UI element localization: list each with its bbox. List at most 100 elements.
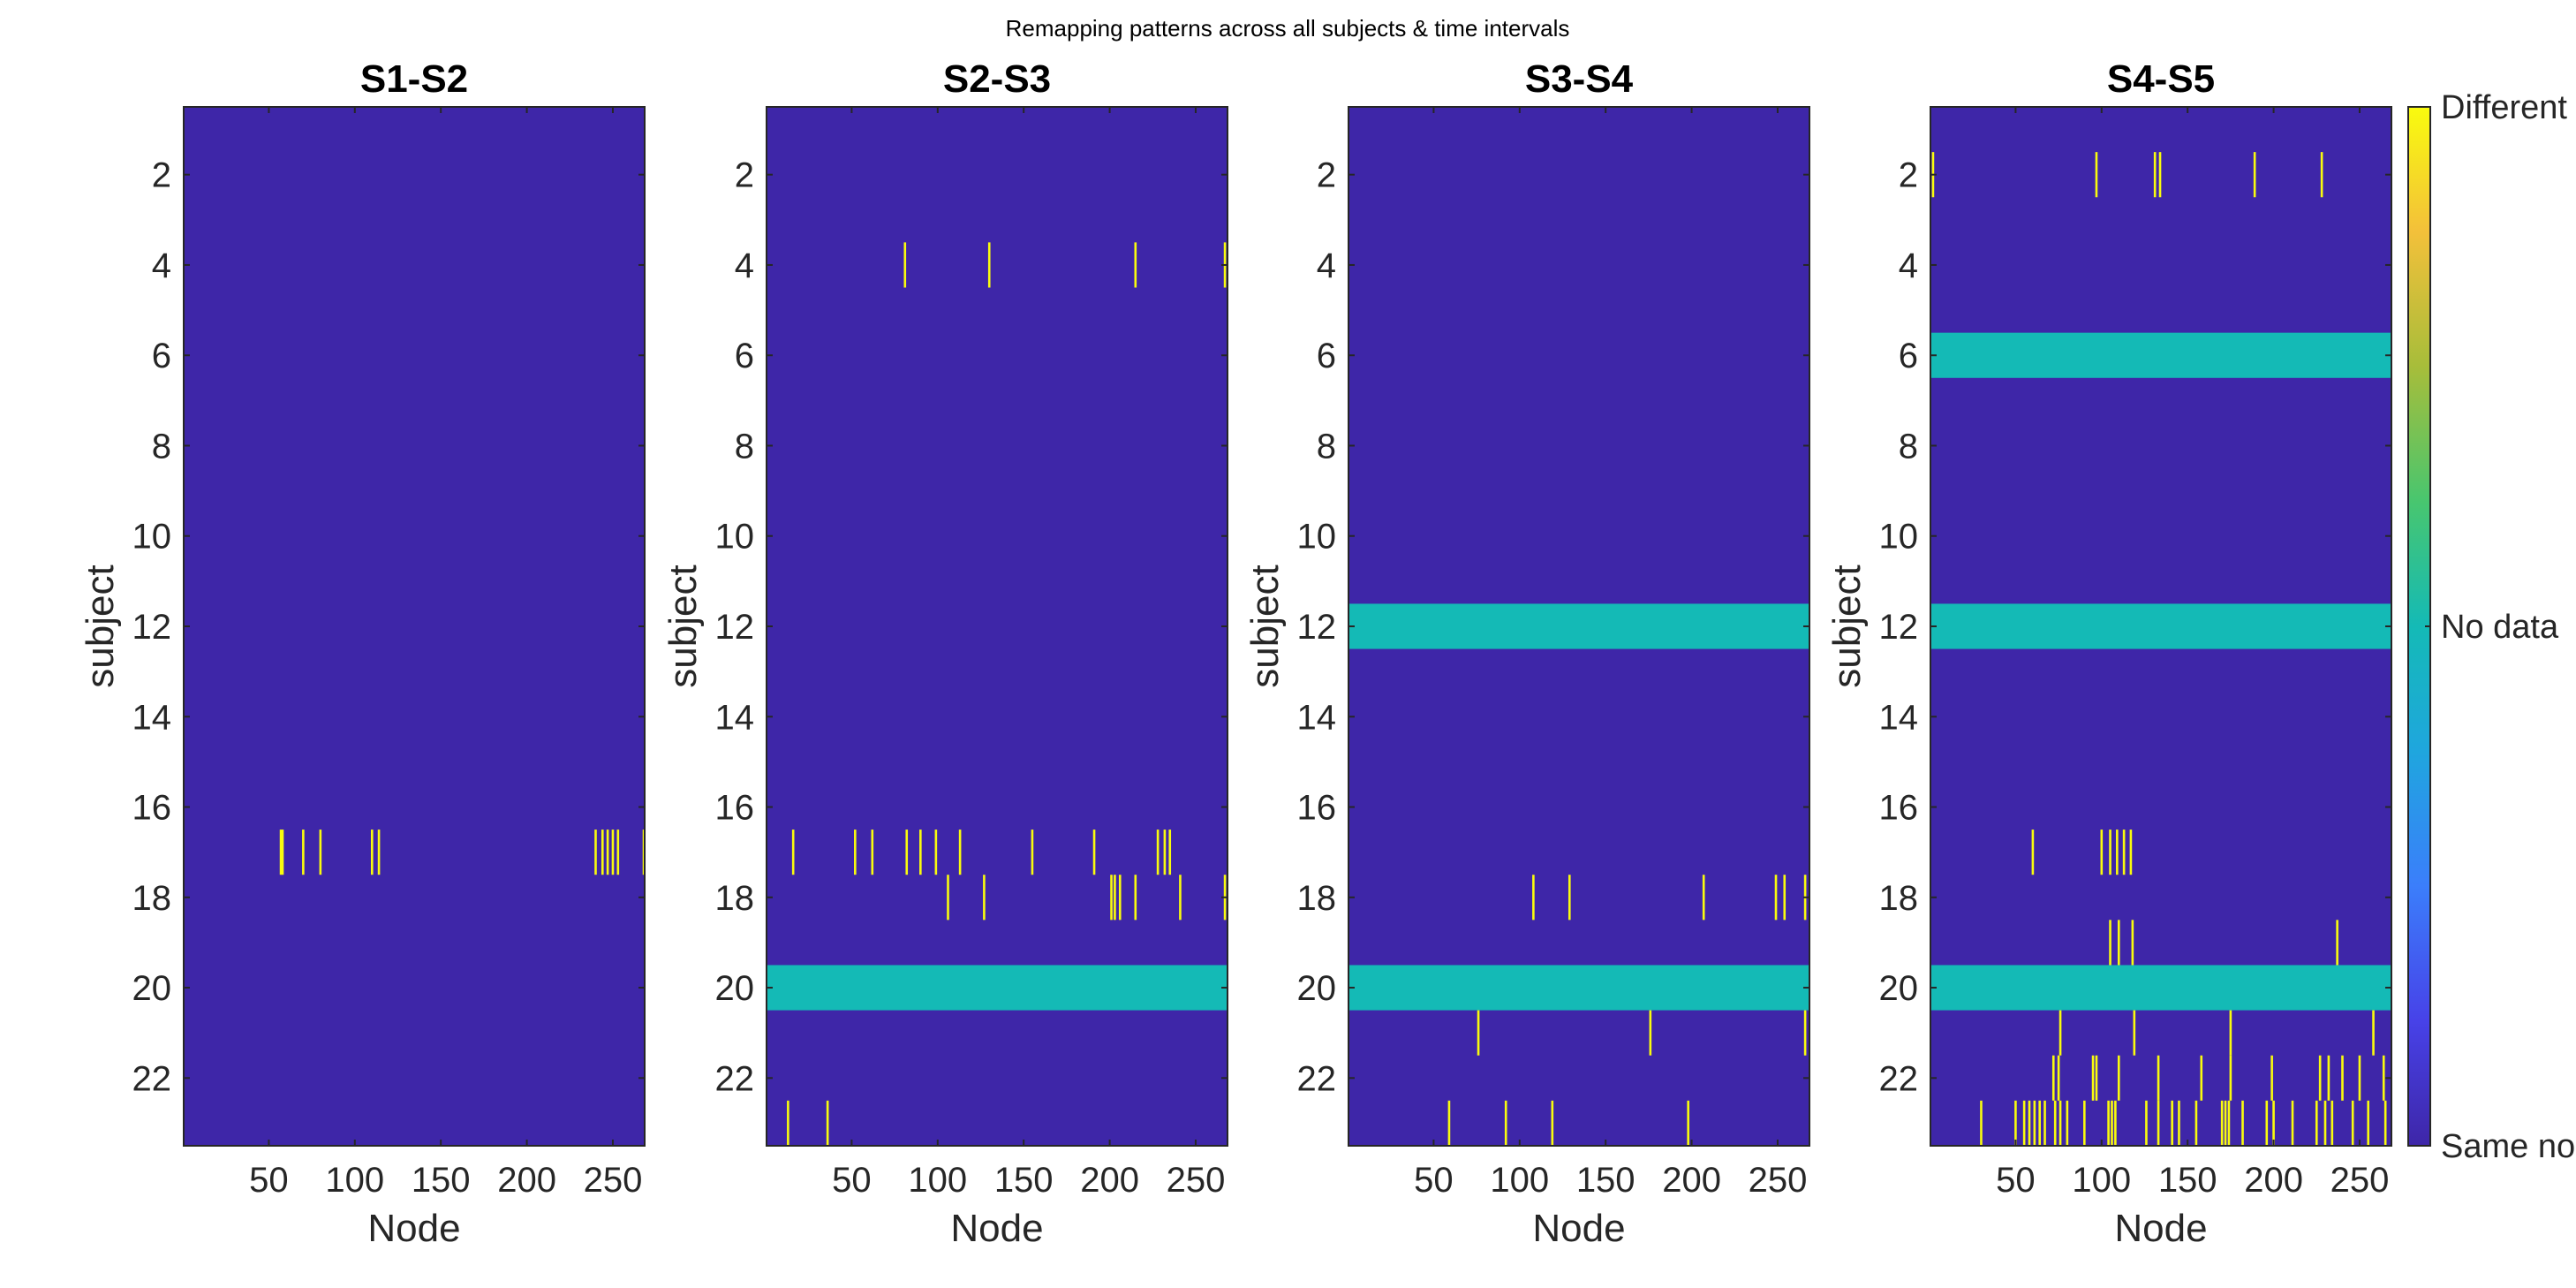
different-cell	[1568, 875, 1571, 921]
different-cell	[854, 830, 857, 875]
y-tick-label: 14	[1879, 698, 1919, 737]
y-tick-label: 8	[152, 427, 171, 466]
different-cell	[2330, 1100, 2334, 1146]
y-tick-label: 4	[1899, 246, 1918, 285]
panel-S1-S2: 50 100 150 200 250 2 4 6 8 10 12 14 16 18 20 22 S1-S2 Nod…	[79, 57, 646, 1250]
y-tick-label: 16	[1879, 789, 1919, 828]
different-cell	[1114, 875, 1116, 921]
y-tick-label: 22	[1297, 1059, 1337, 1098]
y-tick-label: 2	[735, 156, 754, 195]
x-axis-label: Node	[2114, 1207, 2207, 1250]
different-cell	[947, 875, 949, 921]
y-tick-label: 8	[735, 427, 754, 466]
different-cell	[1118, 875, 1122, 921]
different-cell	[2122, 830, 2126, 875]
different-cell	[2157, 1055, 2160, 1101]
different-cell	[2200, 1055, 2203, 1101]
different-cell	[2153, 152, 2157, 198]
panel-title: S3-S4	[1525, 57, 1634, 101]
y-tick-label: 6	[1317, 337, 1336, 375]
x-axis-label: Node	[367, 1207, 460, 1250]
y-axis-label: subject	[79, 564, 122, 687]
different-cell	[2320, 152, 2323, 198]
different-cell	[983, 875, 986, 921]
different-cell	[2336, 920, 2338, 966]
different-cell	[370, 830, 374, 875]
y-tick-label: 18	[132, 879, 172, 918]
y-tick-label: 2	[152, 156, 171, 195]
y-tick-label: 14	[715, 698, 755, 737]
x-tick-label: 150	[412, 1161, 471, 1200]
different-cell	[2270, 1055, 2273, 1101]
different-cell	[594, 830, 597, 875]
heatmap-background	[184, 107, 645, 1146]
y-tick-label: 4	[152, 246, 171, 285]
y-tick-label: 12	[715, 608, 755, 647]
x-axis-label: Node	[950, 1207, 1043, 1250]
x-tick-label: 100	[1490, 1161, 1549, 1200]
different-cell	[2117, 1055, 2120, 1101]
different-cell	[606, 830, 609, 875]
different-cell	[2111, 1100, 2113, 1146]
x-tick-label: 200	[2244, 1161, 2303, 1200]
different-cell	[2014, 1100, 2017, 1146]
y-tick-label: 8	[1317, 427, 1336, 466]
y-tick-label: 16	[715, 789, 755, 828]
y-tick-label: 10	[1879, 518, 1919, 557]
different-cell	[2253, 152, 2256, 198]
y-tick-label: 20	[132, 969, 172, 1008]
y-axis-label: subject	[1825, 564, 1869, 687]
different-cell	[2145, 1100, 2148, 1146]
different-cell	[616, 830, 620, 875]
no-data-row	[1348, 603, 1809, 649]
x-tick-label: 150	[1576, 1161, 1635, 1200]
y-tick-label: 14	[132, 698, 172, 737]
different-cell	[2372, 1010, 2375, 1056]
different-cell	[1702, 875, 1705, 921]
different-cell	[2367, 1100, 2370, 1146]
y-tick-label: 18	[715, 879, 755, 918]
y-tick-label: 10	[132, 518, 172, 557]
different-cell	[2109, 920, 2111, 966]
x-tick-label: 50	[1996, 1161, 2036, 1200]
x-axis-label: Node	[1532, 1207, 1625, 1250]
different-cell	[2382, 1055, 2385, 1101]
y-tick-label: 18	[1879, 879, 1919, 918]
x-tick-label: 250	[1749, 1161, 1808, 1200]
different-cell	[2315, 1100, 2318, 1146]
y-tick-label: 22	[1879, 1059, 1919, 1098]
y-tick-label: 20	[715, 969, 755, 1008]
different-cell	[826, 1100, 829, 1146]
different-cell	[2057, 1055, 2060, 1101]
colorbar-label: No data	[2441, 609, 2559, 646]
different-cell	[2129, 830, 2133, 875]
different-cell	[2229, 1010, 2232, 1056]
different-cell	[2195, 1100, 2198, 1146]
x-tick-label: 50	[249, 1161, 289, 1200]
x-tick-label: 50	[1414, 1161, 1454, 1200]
different-cell	[279, 830, 283, 875]
different-cell	[2157, 1100, 2160, 1146]
y-tick-label: 10	[715, 518, 755, 557]
different-cell	[2227, 1100, 2231, 1146]
x-tick-label: 100	[908, 1161, 967, 1200]
different-cell	[1031, 830, 1034, 875]
different-cell	[2033, 1100, 2036, 1146]
different-cell	[2158, 152, 2162, 198]
x-tick-label: 50	[832, 1161, 872, 1200]
different-cell	[903, 242, 907, 288]
different-cell	[1168, 830, 1172, 875]
different-cell	[2171, 1100, 2173, 1146]
different-cell	[281, 830, 284, 875]
different-cell	[2358, 1055, 2361, 1101]
different-cell	[2107, 1100, 2110, 1146]
different-cell	[2265, 1100, 2269, 1146]
y-tick-label: 6	[1899, 337, 1918, 375]
different-cell	[1774, 875, 1778, 921]
different-cell	[905, 830, 909, 875]
different-cell	[1163, 830, 1167, 875]
different-cell	[2059, 1010, 2062, 1056]
different-cell	[1504, 1100, 1507, 1146]
different-cell	[2116, 830, 2119, 875]
different-cell	[1649, 1010, 1652, 1056]
